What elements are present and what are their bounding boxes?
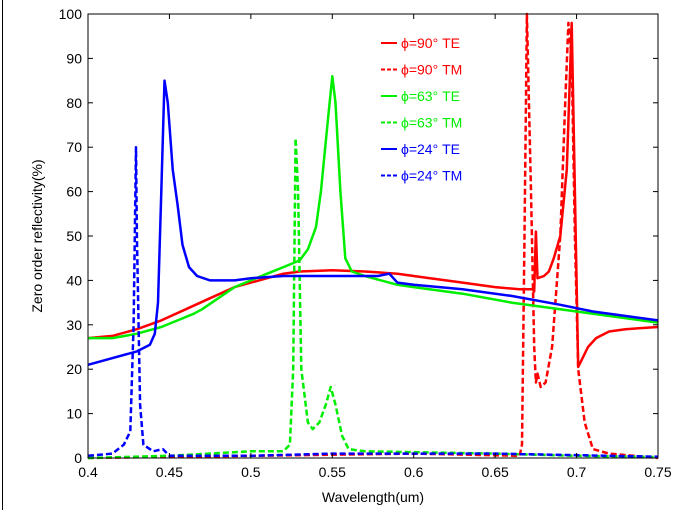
x-tick-label: 0.55 — [319, 464, 346, 480]
y-tick-label: 90 — [66, 50, 82, 66]
x-tick-label: 0.65 — [482, 464, 509, 480]
x-tick-label: 0.5 — [241, 464, 261, 480]
legend-label-3: ϕ=63° TM — [401, 115, 462, 131]
x-tick-label: 0.4 — [78, 464, 98, 480]
legend-label-4: ϕ=24° TE — [401, 141, 460, 157]
y-tick-label: 80 — [66, 95, 82, 111]
series-line-1 — [87, 12, 659, 460]
x-tick-label: 0.45 — [156, 464, 183, 480]
y-tick-label: 0 — [74, 450, 82, 466]
y-axis-label: Zero order reflectivity(%) — [29, 159, 45, 312]
y-tick-label: 20 — [66, 361, 82, 377]
x-axis-label: Wavelength(um) — [322, 489, 424, 505]
y-tick-label: 70 — [66, 139, 82, 155]
legend: ϕ=90° TE ϕ=90° TM ϕ=63° TE ϕ=63° TM ϕ=24° TE… — [381, 35, 462, 184]
series-line-3 — [87, 137, 659, 460]
series-layer — [87, 12, 659, 460]
y-tick-label: 50 — [66, 228, 82, 244]
y-tick-label: 60 — [66, 184, 82, 200]
y-tick-label: 40 — [66, 272, 82, 288]
series-line-4 — [87, 79, 659, 367]
legend-label-2: ϕ=63° TE — [401, 88, 460, 104]
x-tick-label: 0.75 — [644, 464, 671, 480]
series-line-2 — [88, 74, 659, 340]
x-tick-label: 0.6 — [404, 464, 424, 480]
y-tick-label: 30 — [66, 317, 82, 333]
x-tick-label: 0.7 — [567, 464, 587, 480]
legend-label-0: ϕ=90° TE — [401, 35, 460, 51]
series-line-5 — [87, 145, 659, 458]
legend-label-5: ϕ=24° TM — [401, 168, 462, 184]
tick-layer: 0.4 0.45 0.5 0.55 0.6 0.65 0.7 0.75 0 10 20 30 40 50 6… — [59, 6, 672, 480]
y-tick-label: 10 — [66, 406, 82, 422]
y-tick-label: 100 — [59, 6, 83, 22]
legend-label-1: ϕ=90° TM — [401, 62, 462, 78]
